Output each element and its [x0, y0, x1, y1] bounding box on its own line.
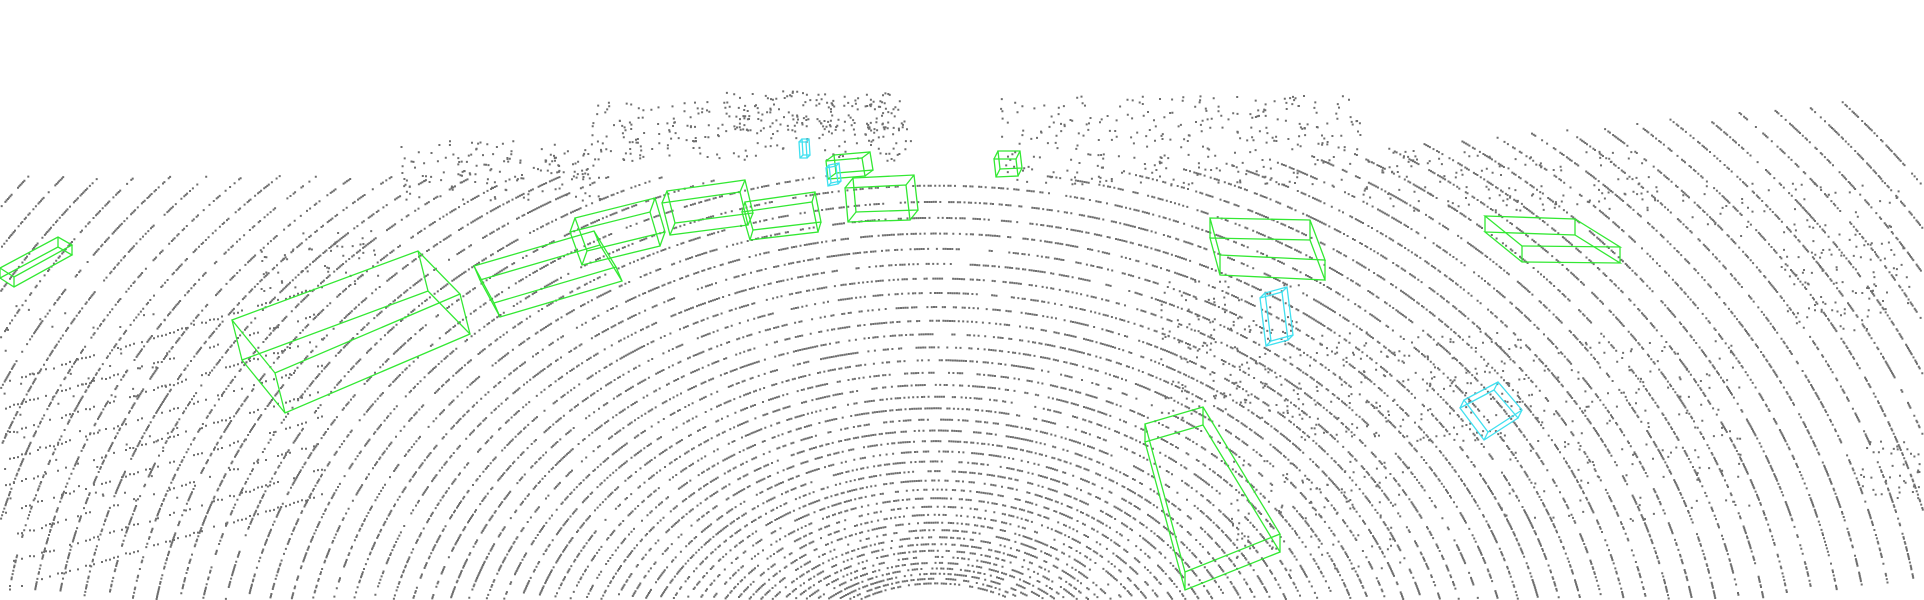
- car-bounding-box: [473, 230, 623, 318]
- car-bounding-box: [825, 151, 874, 180]
- car-bounding-box: [993, 150, 1023, 178]
- car-bounding-box: [569, 197, 666, 266]
- car-bounding-box: [1209, 217, 1326, 281]
- pedestrian-bounding-box: [1459, 381, 1523, 441]
- car-bounding-box: [230, 250, 472, 414]
- pedestrian-bounding-box: [1259, 286, 1294, 347]
- car-bounding-box: [741, 191, 822, 241]
- car-bounding-box: [1483, 215, 1623, 264]
- scan-points: [0, 90, 1924, 600]
- pedestrian-bounding-box: [825, 162, 842, 187]
- car-bounding-box: [844, 174, 919, 223]
- car-bounding-box: [0, 236, 74, 288]
- pedestrian-bounding-box: [798, 138, 811, 159]
- point-cloud: [0, 90, 1924, 600]
- detection-boxes: [0, 138, 1623, 591]
- car-bounding-box: [1144, 406, 1281, 591]
